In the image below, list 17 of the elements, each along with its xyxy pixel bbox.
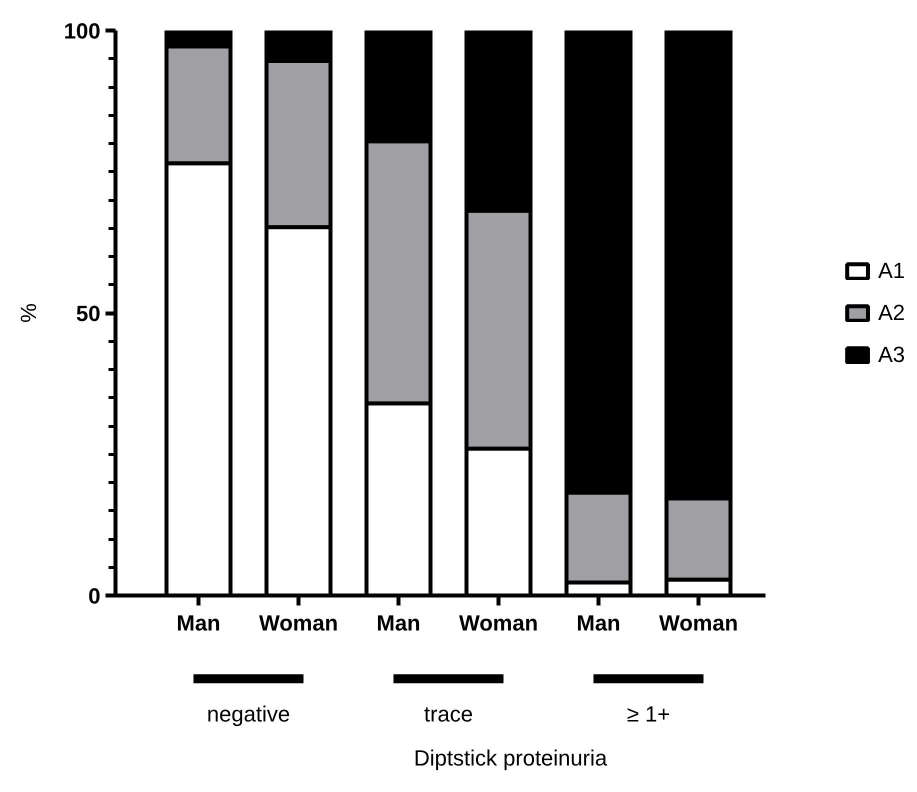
x-axis-title: Diptstick proteinuria — [414, 746, 608, 770]
text: ≥ 1+ — [626, 701, 670, 726]
x-tick-label: Man — [576, 610, 620, 636]
y-tick-label: 100 — [64, 18, 101, 44]
y-axis-title: % — [16, 303, 41, 323]
x-tick-label: Man — [176, 610, 220, 636]
legend-label: A1 — [878, 258, 905, 284]
y-tick-label: 50 — [76, 301, 101, 326]
y-tick-label: 0 — [88, 584, 101, 608]
x-tick-label: Woman — [458, 610, 538, 636]
text: negative — [206, 701, 290, 726]
x-tick-label: Woman — [258, 610, 338, 636]
x-tick-label: Man — [376, 610, 420, 636]
text: trace — [424, 701, 473, 726]
legend-label: A2 — [878, 300, 905, 326]
legend-label: A3 — [878, 342, 905, 368]
x-tick-label: Woman — [658, 610, 738, 636]
